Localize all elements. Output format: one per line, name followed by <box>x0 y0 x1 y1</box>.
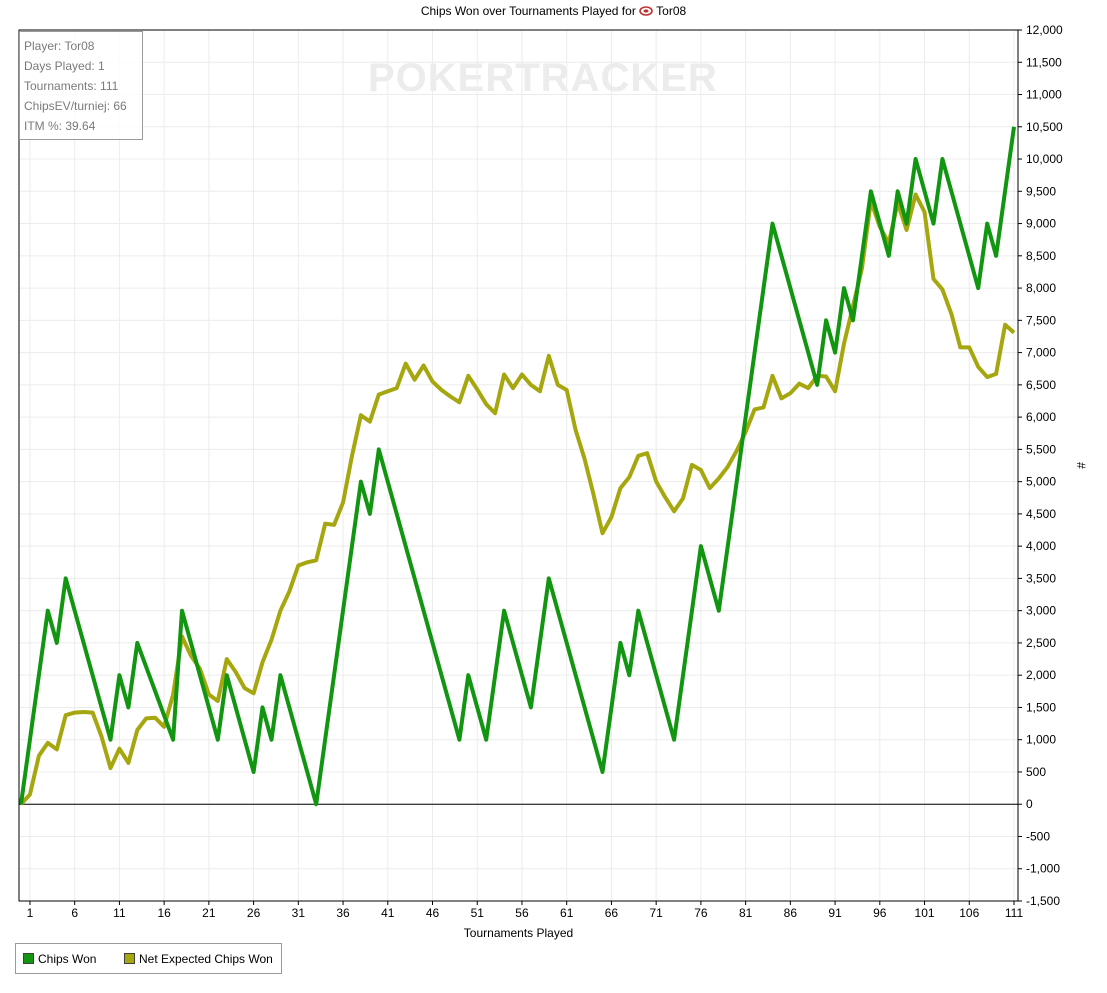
y-tick-label: 9,500 <box>1026 184 1056 198</box>
y-tick-label: 10,000 <box>1026 152 1063 166</box>
chart-title: Chips Won over Tournaments Played for To… <box>0 4 1107 18</box>
y-tick-label: 0 <box>1026 797 1033 811</box>
info-player: Player: Tor08 <box>24 39 95 53</box>
x-tick-label: 46 <box>426 906 440 920</box>
info-chips-ev: ChipsEV/turniej: 66 <box>24 99 127 113</box>
legend-item-chips-won[interactable]: Chips Won <box>23 952 96 966</box>
info-days-played: Days Played: 1 <box>24 59 105 73</box>
player-name: Tor08 <box>656 4 687 18</box>
x-tick-label: 36 <box>336 906 350 920</box>
x-tick-label: 81 <box>739 906 753 920</box>
x-tick-label: 101 <box>915 906 935 920</box>
y-axis-title: # <box>1074 462 1088 469</box>
y-tick-label: 5,000 <box>1026 475 1056 489</box>
y-tick-label: 7,000 <box>1026 346 1056 360</box>
x-tick-label: 1 <box>27 906 34 920</box>
x-tick-label: 31 <box>292 906 306 920</box>
y-tick-label: 3,000 <box>1026 604 1056 618</box>
x-tick-label: 56 <box>515 906 529 920</box>
legend-label-chips-won: Chips Won <box>38 952 97 966</box>
x-tick-label: 16 <box>157 906 171 920</box>
legend-label-net-expected: Net Expected Chips Won <box>139 952 273 966</box>
x-tick-label: 21 <box>202 906 216 920</box>
y-tick-label: -1,500 <box>1026 894 1060 908</box>
y-tick-label: 2,000 <box>1026 668 1056 682</box>
y-tick-label: 10,500 <box>1026 120 1063 134</box>
legend-item-net-expected[interactable]: Net Expected Chips Won <box>124 952 273 966</box>
x-tick-label: 41 <box>381 906 395 920</box>
y-tick-label: 7,500 <box>1026 313 1056 327</box>
x-tick-label: 61 <box>560 906 574 920</box>
x-tick-label: 91 <box>828 906 842 920</box>
y-tick-label: 11,500 <box>1026 55 1062 69</box>
y-tick-label: 1,500 <box>1026 700 1056 714</box>
info-itm: ITM %: 39.64 <box>24 119 96 133</box>
y-tick-label: 2,500 <box>1026 636 1056 650</box>
x-tick-label: 26 <box>247 906 261 920</box>
info-tournaments: Tournaments: 111 <box>24 79 119 93</box>
legend-swatch-net-expected <box>124 953 135 964</box>
chart-title-text: Chips Won over Tournaments Played for <box>420 4 636 18</box>
y-tick-label: 8,500 <box>1026 249 1056 263</box>
y-tick-label: 9,000 <box>1026 217 1056 231</box>
y-tick-label: 6,000 <box>1026 410 1056 424</box>
x-tick-label: 86 <box>784 906 798 920</box>
y-tick-label: 4,000 <box>1026 539 1056 553</box>
y-tick-label: 4,500 <box>1026 507 1056 521</box>
x-tick-label: 6 <box>71 906 78 920</box>
player-info-box: Player: Tor08 Days Played: 1 Tournaments… <box>19 31 143 140</box>
y-tick-label: 12,000 <box>1026 23 1063 37</box>
legend-swatch-chips-won <box>23 953 34 964</box>
x-tick-label: 96 <box>873 906 887 920</box>
x-axis-title: Tournaments Played <box>464 926 573 940</box>
y-tick-label: 3,500 <box>1026 571 1056 585</box>
x-tick-label: 71 <box>649 906 663 920</box>
y-tick-label: -500 <box>1026 829 1050 843</box>
y-tick-label: 5,500 <box>1026 442 1056 456</box>
series-line-net-expected <box>19 192 1016 806</box>
legend: Chips Won Net Expected Chips Won <box>15 943 282 974</box>
x-tick-label: 51 <box>471 906 485 920</box>
y-tick-label: 11,000 <box>1026 88 1062 102</box>
grid-lines <box>19 29 1018 902</box>
series-layer <box>19 126 1016 807</box>
y-tick-label: 1,000 <box>1026 733 1056 747</box>
x-tick-label: 111 <box>1005 906 1024 920</box>
y-tick-label: 500 <box>1026 765 1046 779</box>
x-tick-label: 106 <box>959 906 979 920</box>
series-line-chips-won <box>19 126 1016 807</box>
y-tick-label: 6,500 <box>1026 378 1056 392</box>
x-tick-label: 66 <box>605 906 619 920</box>
pokertracker-watermark: POKERTRACKER <box>368 56 718 100</box>
x-axis: 1 6 11 16 21 26 31 36 41 46 51 56 61 66 71 76 81 86 91 96 10… <box>27 901 1024 920</box>
poker-chip-icon <box>639 6 653 16</box>
y-tick-label: 8,000 <box>1026 281 1056 295</box>
y-tick-label: -1,000 <box>1026 862 1060 876</box>
y-axis: -1,500 -1,000 -500 0 500 1,000 1,500 2,000 2,500… <box>1018 23 1063 908</box>
plot-frame <box>18 29 1019 902</box>
x-tick-label: 76 <box>694 906 708 920</box>
x-tick-label: 11 <box>113 906 126 920</box>
